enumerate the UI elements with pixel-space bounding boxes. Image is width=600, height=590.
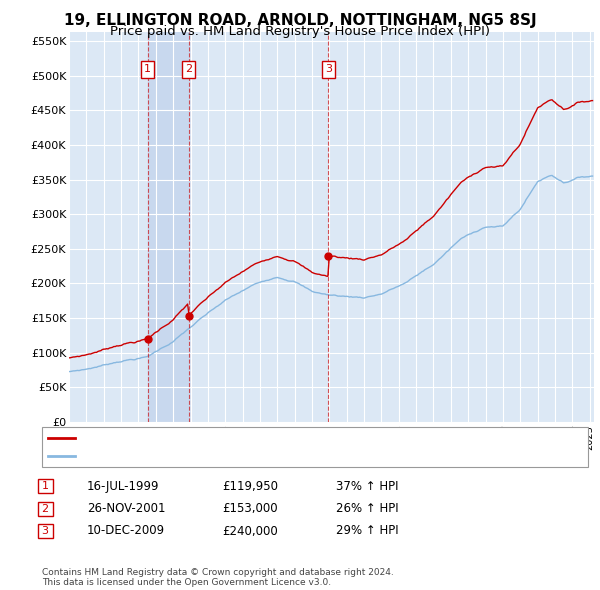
Text: £119,950: £119,950 [222,480,278,493]
Text: 37% ↑ HPI: 37% ↑ HPI [336,480,398,493]
Text: 29% ↑ HPI: 29% ↑ HPI [336,525,398,537]
Text: £240,000: £240,000 [222,525,278,537]
Text: 16-JUL-1999: 16-JUL-1999 [87,480,160,493]
Text: 2: 2 [41,504,49,513]
Text: 1: 1 [144,64,151,74]
Text: 3: 3 [41,526,49,536]
Text: 1: 1 [41,481,49,491]
Text: 10-DEC-2009: 10-DEC-2009 [87,525,165,537]
Text: Price paid vs. HM Land Registry's House Price Index (HPI): Price paid vs. HM Land Registry's House … [110,25,490,38]
Text: 26% ↑ HPI: 26% ↑ HPI [336,502,398,515]
Bar [148,32,189,422]
Text: 26-NOV-2001: 26-NOV-2001 [87,502,166,515]
Text: 19, ELLINGTON ROAD, ARNOLD, NOTTINGHAM, NG5 8SJ: 19, ELLINGTON ROAD, ARNOLD, NOTTINGHAM, … [64,13,536,28]
Text: HPI: Average price, detached house, Gedling: HPI: Average price, detached house, Gedl… [81,451,314,461]
Text: 2: 2 [185,64,193,74]
Text: £153,000: £153,000 [222,502,278,515]
Text: 19, ELLINGTON ROAD, ARNOLD, NOTTINGHAM, NG5 8SJ (detached house): 19, ELLINGTON ROAD, ARNOLD, NOTTINGHAM, … [81,434,465,444]
Text: 3: 3 [325,64,332,74]
Text: Contains HM Land Registry data © Crown copyright and database right 2024.
This d: Contains HM Land Registry data © Crown c… [42,568,394,587]
